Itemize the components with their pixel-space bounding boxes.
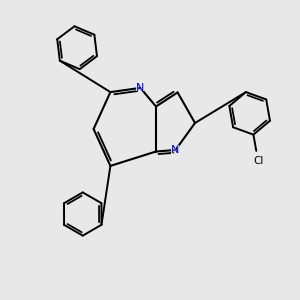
Text: N: N bbox=[136, 83, 145, 93]
Text: N: N bbox=[135, 81, 146, 94]
Text: Cl: Cl bbox=[253, 156, 263, 166]
Text: Cl: Cl bbox=[252, 155, 265, 168]
Text: N: N bbox=[171, 145, 180, 155]
Text: N: N bbox=[170, 143, 181, 157]
